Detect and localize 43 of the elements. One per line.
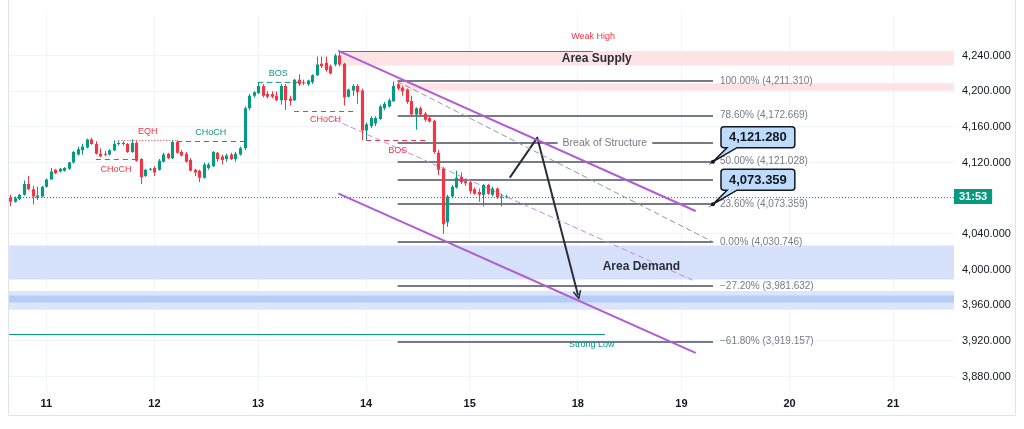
ref-line-label: Strong Low — [569, 339, 616, 350]
y-tick-label: 4,240.000 — [962, 48, 1011, 61]
y-tick-label: 4,040.000 — [962, 226, 1011, 239]
ref-line-label: Break of Structure — [562, 135, 648, 148]
y-tick-label: 4,200.000 — [962, 84, 1011, 97]
candlestick — [116, 140, 121, 147]
ref-line-label: 0.00% (4,030.746) — [720, 235, 803, 247]
annotation: 4,121.280 — [728, 129, 787, 145]
ref-line-label: EQH — [137, 125, 158, 136]
y-tick-label: 3,920.000 — [962, 333, 1011, 346]
candlestick — [121, 140, 126, 147]
y-tick-label: 4,120.000 — [962, 155, 1011, 168]
y-tick-label: 3,960.000 — [962, 298, 1011, 311]
x-tick-label: 19 — [675, 396, 688, 409]
ref-line-label: Weak High — [571, 30, 616, 41]
ref-line-label: CHoCH — [310, 114, 342, 125]
x-tick-label: 21 — [887, 396, 900, 409]
band-label: Area Supply — [561, 50, 633, 65]
ref-line-label: 78.60% (4,172.669) — [720, 109, 808, 121]
ref-line-label: 50.00% (4,121.028) — [720, 155, 808, 167]
y-tick-label: 4,160.000 — [962, 119, 1011, 132]
candlestick — [436, 149, 441, 176]
ref-line-label: −61.80% (3,919.157) — [720, 335, 814, 347]
x-tick-label: 13 — [251, 396, 265, 409]
annotation: 4,073.359 — [728, 171, 787, 187]
x-tick-label: 14 — [360, 396, 374, 409]
ref-line-label: BOS — [388, 144, 408, 155]
ref-line-label: 23.60% (4,073.359) — [720, 197, 808, 209]
x-tick-label: 15 — [463, 396, 476, 409]
x-tick-label: 18 — [571, 396, 584, 409]
x-tick-label: 20 — [783, 396, 796, 409]
ref-line-label: −27.20% (3,981.632) — [720, 279, 814, 291]
y-tick-label: 4,000.000 — [962, 262, 1011, 275]
ref-line-label: 100.00% (4,211.310) — [720, 74, 813, 86]
y-tick-label: 3,880.000 — [962, 369, 1011, 382]
series-label: BOS — [268, 67, 288, 78]
x-tick-label: 12 — [148, 396, 161, 409]
ref-line-label: CHoCH — [195, 126, 227, 137]
band-label: Area Demand — [602, 258, 681, 273]
ref-line-label: CHoCH — [100, 163, 132, 174]
x-tick-label: 11 — [40, 396, 53, 409]
text: 31:53 — [959, 190, 988, 203]
candlestick — [391, 80, 396, 103]
